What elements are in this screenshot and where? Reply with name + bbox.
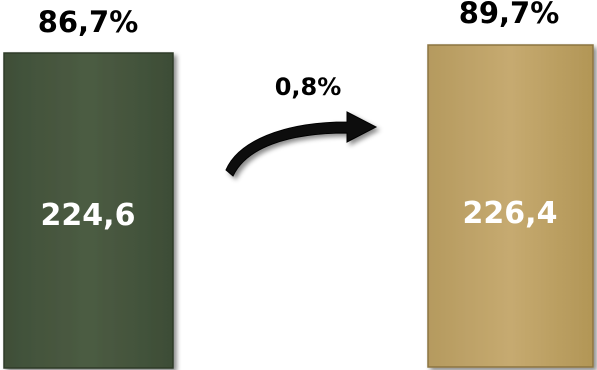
bar-1 (3, 52, 174, 369)
bar-2-value-label: 226,4 (463, 196, 558, 231)
change-label: 0,8% (275, 73, 342, 101)
bar-1-top-label: 86,7% (38, 5, 139, 39)
bar-2-top-label: 89,7% (459, 0, 560, 30)
bar-1-value-label: 224,6 (41, 198, 136, 233)
bar-2 (427, 44, 594, 368)
curved-arrow-icon (225, 111, 378, 177)
